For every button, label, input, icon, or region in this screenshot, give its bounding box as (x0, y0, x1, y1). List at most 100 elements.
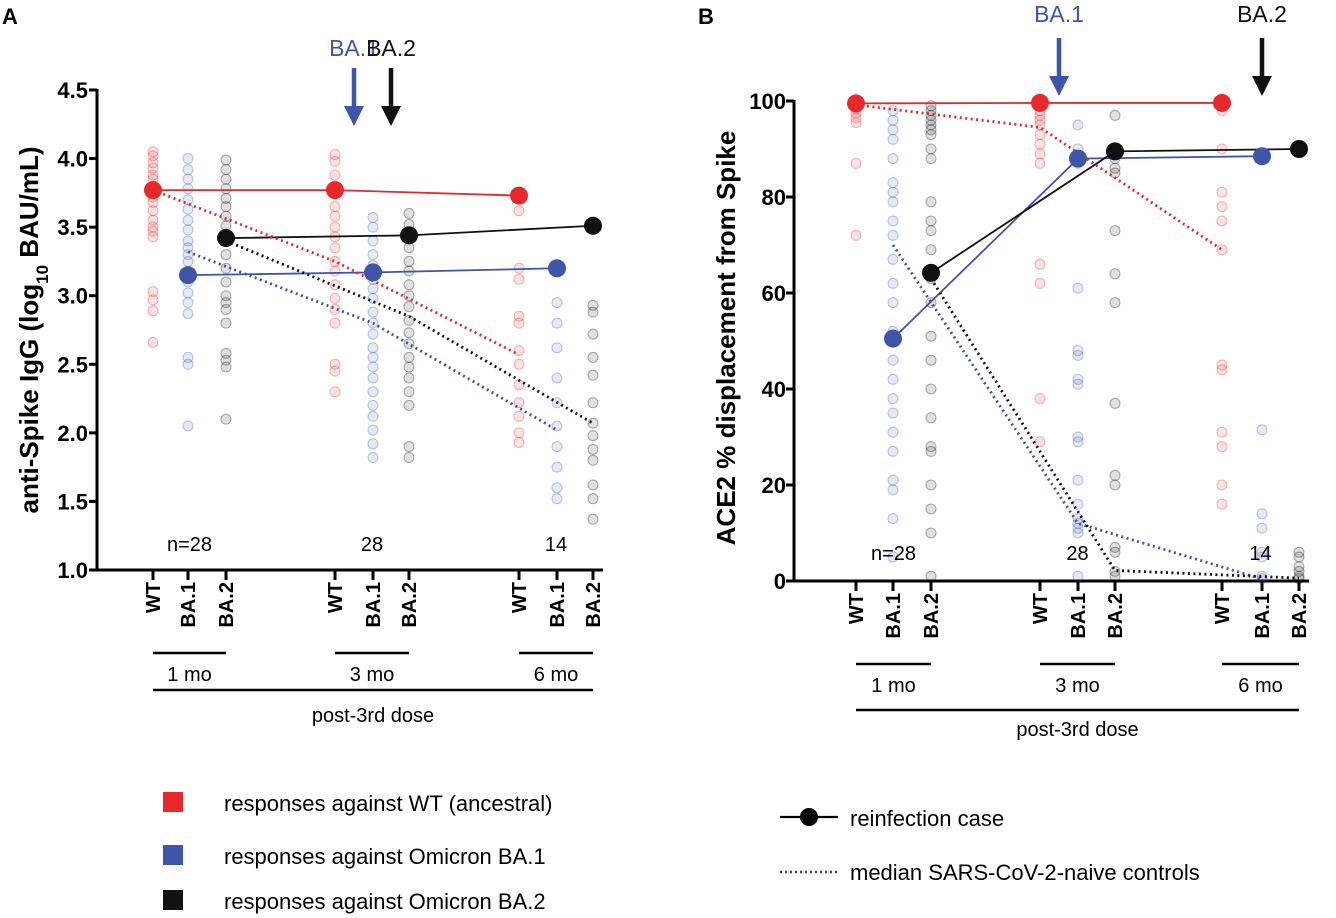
panel-b-data-point (1216, 479, 1228, 491)
panel-a-y-tick-label: 1.0 (57, 558, 88, 583)
panel-a-data-point (220, 361, 232, 373)
panel-a-variant-label: BA.2 (366, 35, 416, 61)
panel-b-data-point (1293, 570, 1305, 582)
panel-a-data-point (403, 399, 415, 411)
panel-b-axis: 0 20 40 60 80 100 WT BA.1 BA.2 WT BA.1 BA.2 WT BA.1 BA… (749, 89, 1311, 741)
panel-a-data-point (220, 173, 232, 185)
panel-b-reinfection-marker (884, 329, 902, 348)
panel-a-data-point (551, 342, 563, 354)
panel-b-timepoint-label: 3 mo (1055, 675, 1099, 697)
panel-a-data-point (220, 347, 232, 359)
panel-a-data-point (220, 262, 232, 274)
panel-a-data-point (147, 157, 159, 169)
panel-b-data-point (1034, 129, 1046, 141)
panel-a-data-point (329, 358, 341, 370)
panel-a-data-point (220, 303, 232, 315)
panel-a-data-point (220, 192, 232, 204)
panel-a-data-point (403, 372, 415, 384)
panel-b-data-point (887, 177, 899, 189)
panel-b-data-point (925, 412, 937, 424)
panel-b-variant-arrowhead (1252, 76, 1272, 96)
panel-b-reinfection-marker (1213, 93, 1231, 112)
panel-a-data-point (182, 358, 194, 370)
panel-a-data-point (329, 221, 341, 233)
panel-b-data-point (1216, 498, 1228, 510)
panel-a-data-point (220, 290, 232, 302)
panel-a-data-point (367, 361, 379, 373)
panel-b-data-point (1072, 431, 1084, 443)
panel-a-data-point (367, 306, 379, 318)
panel-a-data-point (587, 299, 599, 311)
panel-b-x-tick-label: BA.1 (1252, 593, 1274, 639)
panel-b-data-point (925, 129, 937, 141)
panel-b-data-point (925, 225, 937, 237)
panel-a-data-point (587, 369, 599, 381)
panel-a-data-point (220, 183, 232, 195)
panel-b-data-point (925, 479, 937, 491)
panel-a-data-point (551, 372, 563, 384)
panel-a-data-point (403, 327, 415, 339)
panel-b-data-point (1072, 527, 1084, 539)
panel-b-data-point (887, 393, 899, 405)
panel-b-data-point (1034, 436, 1046, 448)
panel-a-data-point (220, 297, 232, 309)
legend-left: responses against WT (ancestral) respons… (163, 791, 553, 914)
panel-a-data-point (147, 150, 159, 162)
panel-a-data-point (329, 292, 341, 304)
panel-a-series-median-line (187, 250, 558, 432)
panel-a-data-point (182, 255, 194, 267)
panel-b-data-point (1216, 201, 1228, 213)
panel-a-letter: A (2, 4, 18, 29)
panel-a-variant-label: BA.1 (329, 35, 379, 61)
panel-b-data-point (887, 105, 899, 117)
panel-b-reinfection-marker (1106, 142, 1124, 161)
panel-b-data-point (887, 114, 899, 126)
panel-b-data-point (1072, 119, 1084, 131)
panel-b-data-point (1109, 268, 1121, 280)
panel-a-reinfection-marker (144, 181, 162, 200)
panel-b-data-point (1216, 364, 1228, 376)
panel-b-data-point (1109, 297, 1121, 309)
panel-b-data-point (1109, 570, 1121, 582)
panel-a-data-point (329, 255, 341, 267)
panel-b-y-tick-label: 0 (774, 569, 786, 594)
panel-a-data-point (367, 221, 379, 233)
panel-a-axis: 1.0 1.5 2.0 2.5 3.0 3.5 4.0 4.5 WT BA.1 BA.2 WT BA.1… (57, 78, 605, 727)
panel-a-data-point (513, 310, 525, 322)
panel-b-variant-arrowhead (1049, 76, 1069, 96)
panel-a-data-point (367, 283, 379, 295)
panel-b-data-point (1072, 522, 1084, 534)
panel-b-x-tick-label: WT (1030, 593, 1052, 624)
panel-b-data-point (1034, 157, 1046, 169)
panel-a-data-point (587, 479, 599, 491)
panel-a-x-tick-label: BA.1 (178, 582, 200, 628)
panel-a-data-point (147, 169, 159, 181)
panel-b-data-point (1072, 345, 1084, 357)
panel-a-data-point (367, 292, 379, 304)
panel-b-data-point (925, 119, 937, 131)
panel-a-data-point (551, 482, 563, 494)
panel-a-y-tick-label: 1.5 (57, 489, 88, 514)
panel-a-y-tick-label: 2.5 (57, 352, 88, 377)
panel-b-variant-label: BA.1 (1034, 1, 1084, 27)
panel-b-data-point (887, 354, 899, 366)
panel-b-data-point (1072, 349, 1084, 361)
panel-a-data-point (182, 173, 194, 185)
panel-a-x-tick-label: BA.1 (363, 582, 385, 628)
panel-a-data-point (329, 201, 341, 213)
panel-a-data-point (329, 155, 341, 167)
legend-reinfection-marker (800, 808, 818, 826)
panel-a-data-point (513, 205, 525, 217)
panel-b-data-point (1034, 258, 1046, 270)
panel-a-data-point (587, 513, 599, 525)
panel-b-data-point (1109, 469, 1121, 481)
panel-a-data-point (367, 452, 379, 464)
panel-b-series-reinfection-line (892, 155, 1263, 340)
panel-b-data-point (1256, 508, 1268, 520)
panel-a-data-point (403, 452, 415, 464)
panel-a-data-point (147, 221, 159, 233)
panel-b-data-point (925, 215, 937, 227)
panel-b-data-point (925, 383, 937, 395)
panel-a-data-point (513, 358, 525, 370)
panel-a-variant-arrowhead (344, 106, 364, 126)
